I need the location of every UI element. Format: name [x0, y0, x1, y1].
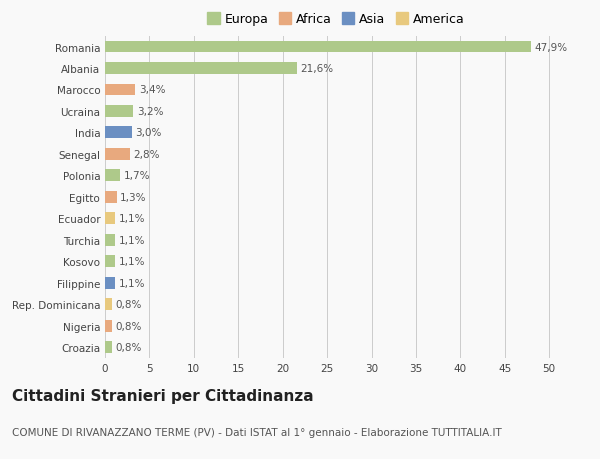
- Text: 0,8%: 0,8%: [116, 342, 142, 353]
- Text: 1,7%: 1,7%: [124, 171, 150, 181]
- Text: 47,9%: 47,9%: [534, 42, 567, 52]
- Bar: [105, 84, 135, 96]
- Text: 21,6%: 21,6%: [301, 64, 334, 74]
- Bar: [105, 149, 130, 160]
- Bar: [105, 213, 115, 224]
- Bar: [105, 106, 133, 118]
- Text: 1,1%: 1,1%: [118, 257, 145, 267]
- Text: 0,8%: 0,8%: [116, 321, 142, 331]
- Text: 1,1%: 1,1%: [118, 235, 145, 245]
- Text: 3,4%: 3,4%: [139, 85, 165, 95]
- Text: 2,8%: 2,8%: [133, 150, 160, 160]
- Bar: [105, 320, 112, 332]
- Bar: [105, 41, 530, 53]
- Bar: [105, 341, 112, 353]
- Bar: [105, 298, 112, 310]
- Bar: [105, 234, 115, 246]
- Text: 0,8%: 0,8%: [116, 299, 142, 309]
- Text: 3,2%: 3,2%: [137, 106, 163, 117]
- Bar: [105, 170, 120, 182]
- Bar: [105, 256, 115, 268]
- Text: Cittadini Stranieri per Cittadinanza: Cittadini Stranieri per Cittadinanza: [12, 388, 314, 403]
- Legend: Europa, Africa, Asia, America: Europa, Africa, Asia, America: [205, 11, 467, 29]
- Bar: [105, 191, 116, 203]
- Bar: [105, 63, 297, 75]
- Bar: [105, 277, 115, 289]
- Bar: [105, 127, 131, 139]
- Text: 1,1%: 1,1%: [118, 278, 145, 288]
- Text: COMUNE DI RIVANAZZANO TERME (PV) - Dati ISTAT al 1° gennaio - Elaborazione TUTTI: COMUNE DI RIVANAZZANO TERME (PV) - Dati …: [12, 427, 502, 437]
- Text: 3,0%: 3,0%: [135, 128, 161, 138]
- Text: 1,3%: 1,3%: [120, 192, 146, 202]
- Text: 1,1%: 1,1%: [118, 214, 145, 224]
